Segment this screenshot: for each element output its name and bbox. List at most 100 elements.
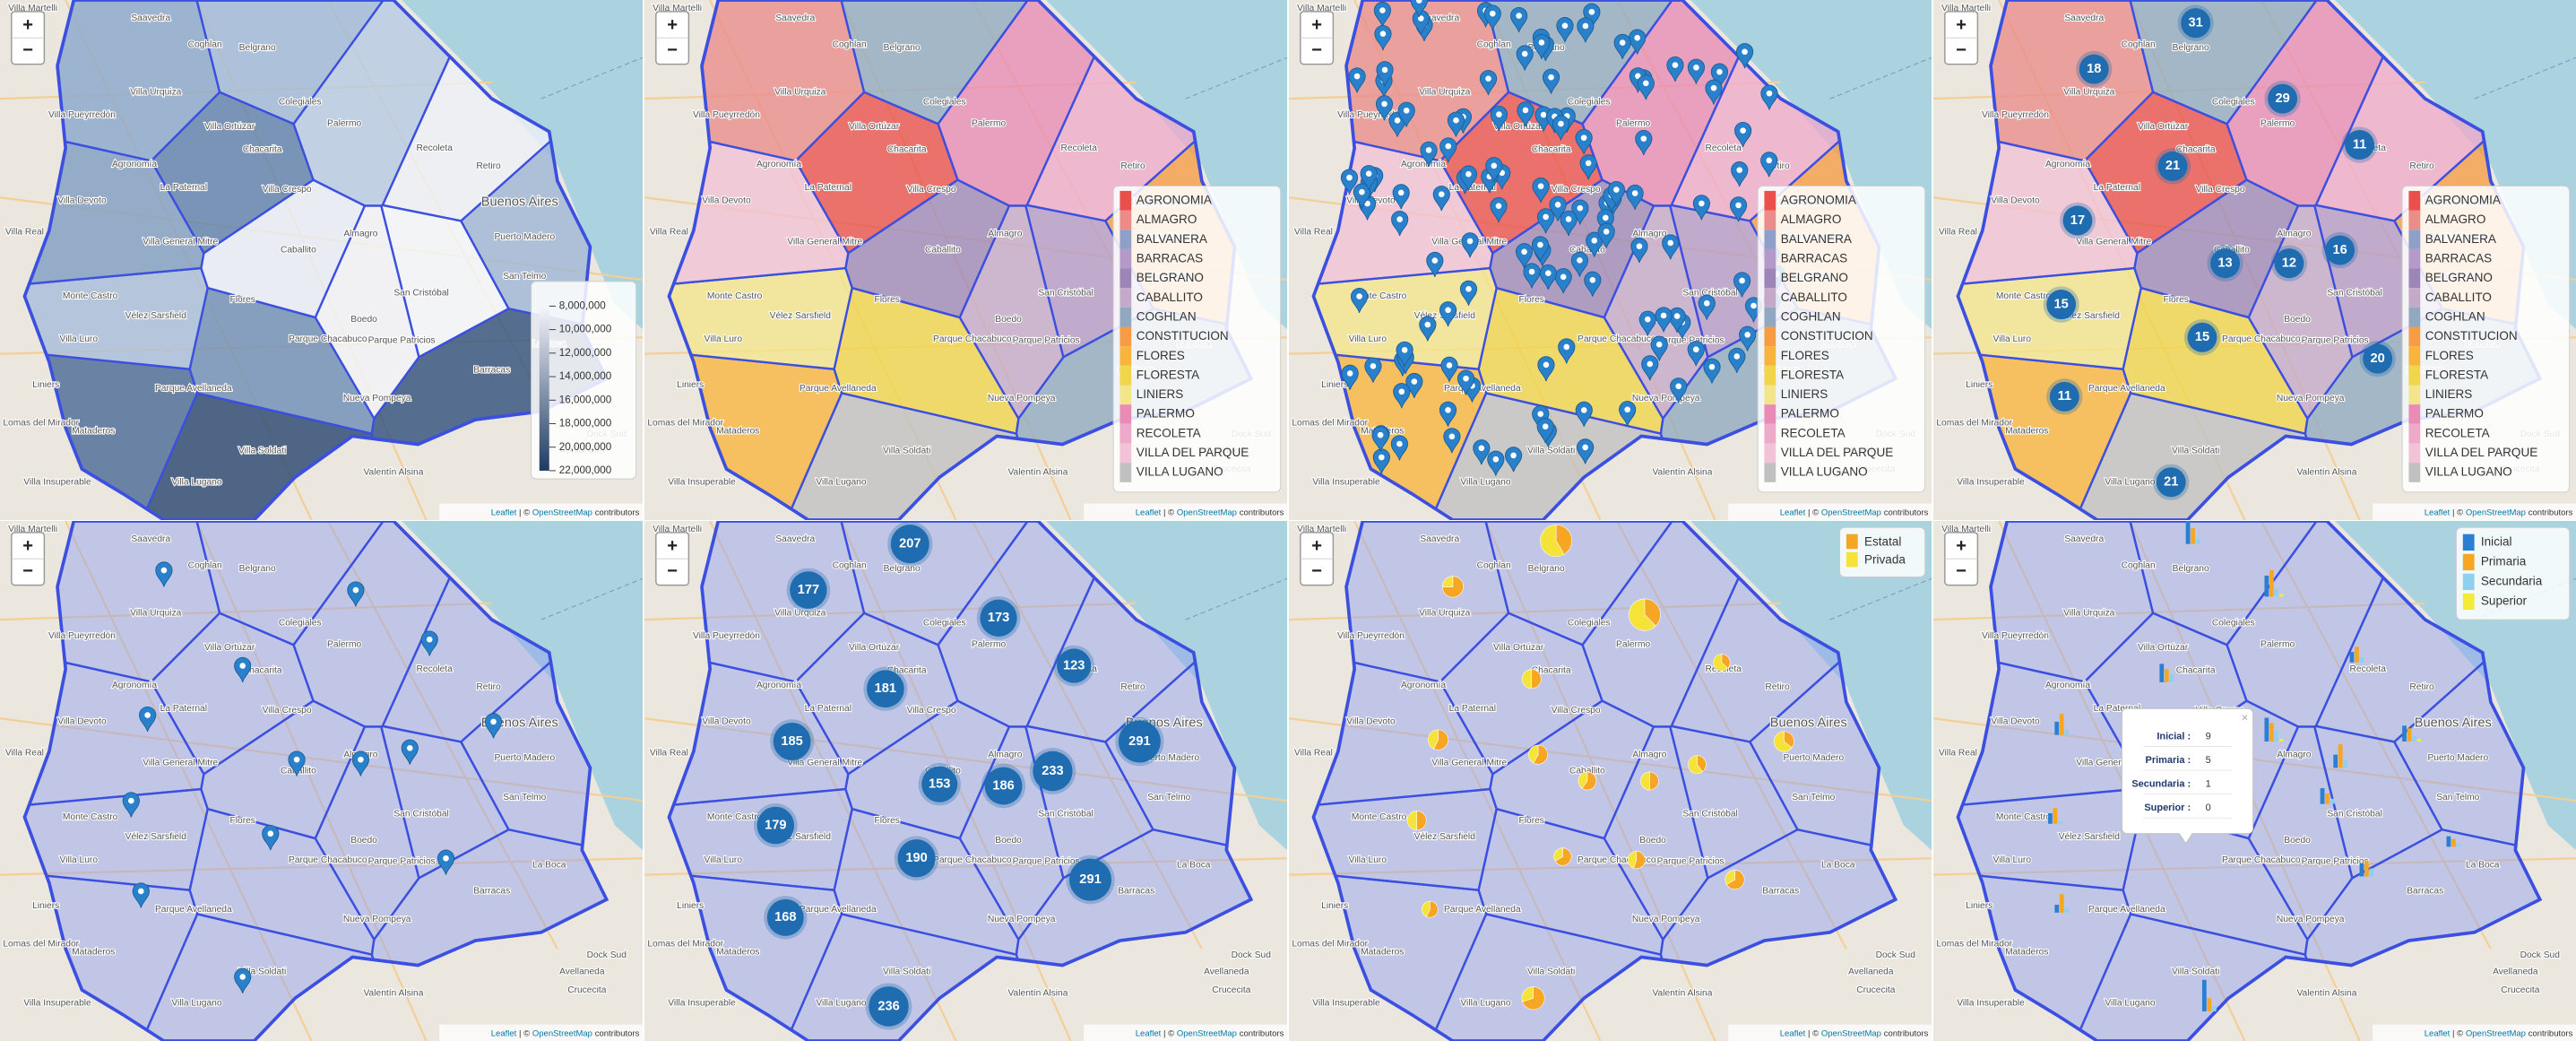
attribution-leaflet[interactable]: Leaflet <box>491 1028 517 1038</box>
zoom-out[interactable]: − <box>1956 40 1967 60</box>
marker-pin[interactable] <box>1364 357 1382 383</box>
marker-pin[interactable] <box>1348 67 1366 93</box>
cluster[interactable] <box>980 599 1017 637</box>
marker-pin[interactable] <box>1459 165 1477 191</box>
marker-pin[interactable] <box>1479 70 1498 96</box>
marker-pin[interactable] <box>1607 180 1625 207</box>
marker-pin[interactable] <box>1485 157 1503 183</box>
marker-pin[interactable] <box>1570 251 1589 277</box>
marker-pin[interactable] <box>1510 6 1528 33</box>
marker-pin[interactable] <box>1575 129 1593 155</box>
marker-pin[interactable] <box>1705 79 1723 105</box>
marker-pin[interactable] <box>1533 33 1551 59</box>
attribution-leaflet[interactable]: Leaflet <box>1136 507 1162 517</box>
marker-pin[interactable] <box>1554 268 1572 294</box>
marker-pin[interactable] <box>1536 418 1554 444</box>
marker-pin[interactable] <box>1584 271 1602 297</box>
marker-pin[interactable] <box>1440 356 1458 382</box>
marker-pin[interactable] <box>1443 428 1461 454</box>
marker-pin[interactable] <box>1549 195 1567 221</box>
cluster[interactable] <box>869 986 909 1027</box>
marker-pin[interactable] <box>484 713 503 739</box>
cluster[interactable] <box>2274 248 2304 279</box>
cluster[interactable] <box>890 525 929 564</box>
cluster[interactable] <box>1033 750 1073 792</box>
cluster[interactable] <box>773 722 811 760</box>
zoom-in[interactable]: + <box>667 536 678 556</box>
marker-pin[interactable] <box>1710 63 1729 89</box>
marker-pin[interactable] <box>1391 210 1409 237</box>
zoom-out[interactable]: − <box>667 40 678 60</box>
marker-pin[interactable] <box>1703 358 1721 384</box>
marker-pin[interactable] <box>1353 183 1370 209</box>
marker-pin[interactable] <box>1613 33 1631 60</box>
cluster[interactable] <box>1069 858 1111 901</box>
marker-pin[interactable] <box>1392 184 1410 210</box>
marker-pin[interactable] <box>1340 169 1359 195</box>
zoom-in[interactable]: + <box>1311 15 1322 35</box>
marker-pin[interactable] <box>1360 165 1378 191</box>
marker-pin[interactable] <box>1662 234 1680 260</box>
marker-pin[interactable] <box>1516 45 1534 71</box>
marker-pin[interactable] <box>1650 335 1668 361</box>
zoom-out[interactable]: − <box>667 561 678 581</box>
marker-pin[interactable] <box>1439 301 1457 327</box>
marker-pin[interactable] <box>132 882 150 908</box>
marker-pin[interactable] <box>1575 401 1593 427</box>
attribution-osm[interactable]: OpenStreetMap <box>532 507 592 517</box>
marker-pin[interactable] <box>1432 186 1450 212</box>
cluster[interactable] <box>2345 130 2375 160</box>
marker-pin[interactable] <box>1439 401 1457 427</box>
marker-pin[interactable] <box>1641 355 1659 381</box>
popup-close[interactable]: × <box>2242 711 2248 724</box>
marker-pin[interactable] <box>351 750 370 776</box>
marker-pin[interactable] <box>1687 341 1705 367</box>
zoom-in[interactable]: + <box>1956 15 1967 35</box>
marker-pin[interactable] <box>234 967 252 993</box>
marker-pin[interactable] <box>1577 438 1595 464</box>
cluster[interactable] <box>766 898 804 936</box>
marker-pin[interactable] <box>1630 238 1648 264</box>
marker-pin[interactable] <box>1668 307 1686 334</box>
cluster[interactable] <box>897 839 936 878</box>
marker-pin[interactable] <box>1537 356 1555 382</box>
attribution-osm[interactable]: OpenStreetMap <box>532 1028 592 1038</box>
marker-pin[interactable] <box>347 581 365 607</box>
marker-pin[interactable] <box>1552 115 1570 141</box>
marker-pin[interactable] <box>437 849 455 875</box>
attribution-leaflet[interactable]: Leaflet <box>1780 1028 1806 1038</box>
marker-pin[interactable] <box>1729 196 1748 222</box>
cluster[interactable] <box>2156 467 2186 498</box>
marker-pin[interactable] <box>1483 4 1501 30</box>
marker-pin[interactable] <box>1390 435 1409 461</box>
marker-pin[interactable] <box>1504 447 1523 473</box>
marker-pin[interactable] <box>1461 232 1479 258</box>
cluster[interactable] <box>2046 290 2077 320</box>
marker-pin[interactable] <box>122 792 140 818</box>
marker-pin[interactable] <box>1760 152 1778 178</box>
marker-pin[interactable] <box>1487 450 1505 476</box>
attribution-osm[interactable]: OpenStreetMap <box>1177 1028 1237 1038</box>
marker-pin[interactable] <box>1341 364 1359 390</box>
marker-pin[interactable] <box>1457 369 1475 395</box>
marker-pin[interactable] <box>1439 137 1457 163</box>
marker-pin[interactable] <box>1735 43 1754 69</box>
marker-pin[interactable] <box>1532 178 1550 204</box>
marker-pin[interactable] <box>1539 265 1557 291</box>
attribution-leaflet[interactable]: Leaflet <box>2425 1028 2451 1038</box>
marker-pin[interactable] <box>1560 210 1578 236</box>
marker-pin[interactable] <box>1426 251 1444 278</box>
marker-pin[interactable] <box>1517 101 1534 127</box>
marker-pin[interactable] <box>1371 426 1389 452</box>
cluster[interactable] <box>867 670 904 708</box>
zoom-in[interactable]: + <box>667 15 678 35</box>
cluster[interactable] <box>2157 151 2188 181</box>
marker-pin[interactable] <box>1637 74 1655 100</box>
marker-pin[interactable] <box>1731 161 1749 187</box>
cluster[interactable] <box>1057 648 1092 683</box>
marker-pin[interactable] <box>401 739 419 765</box>
zoom-out[interactable]: − <box>1311 40 1322 60</box>
marker-pin[interactable] <box>1619 401 1637 427</box>
marker-pin[interactable] <box>1739 325 1757 351</box>
marker-pin[interactable] <box>1556 17 1574 43</box>
